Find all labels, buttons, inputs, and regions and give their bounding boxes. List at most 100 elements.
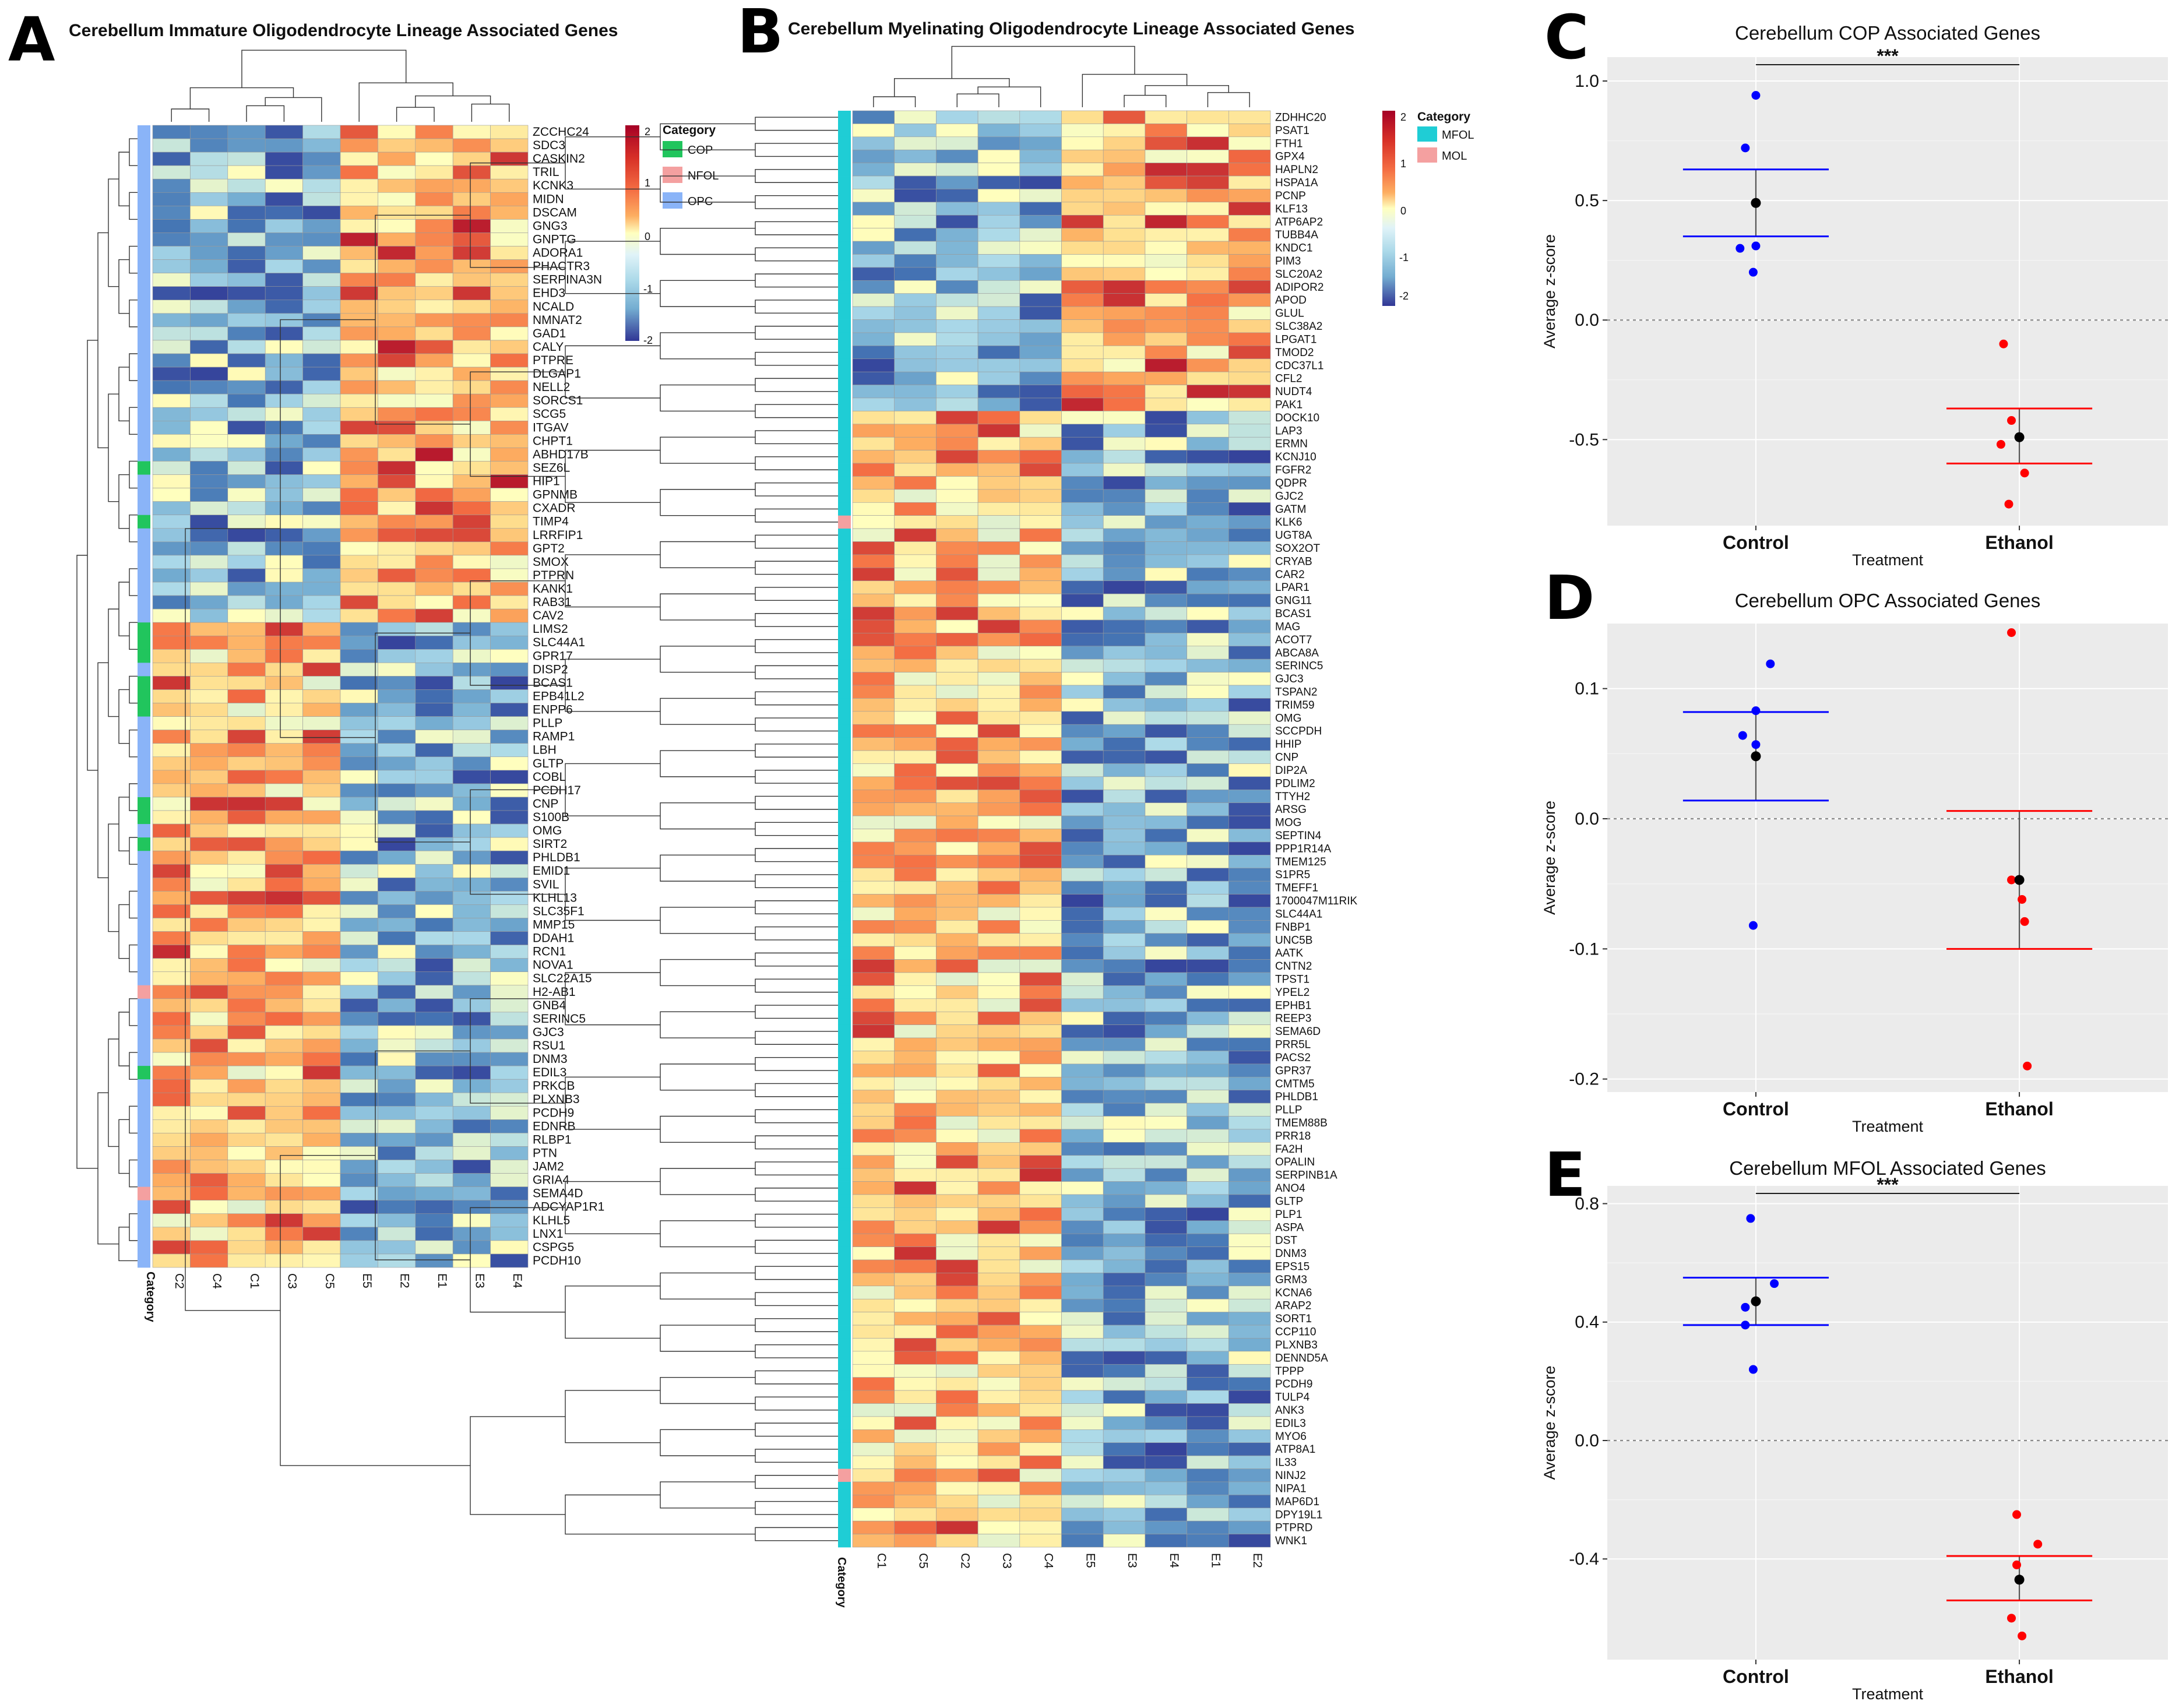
- heatmap-cell: [852, 1051, 895, 1065]
- row-label: SMOX: [533, 555, 569, 569]
- heatmap-cell: [452, 985, 491, 999]
- heatmap-cell: [152, 448, 191, 462]
- heatmap-cell: [1061, 933, 1104, 947]
- heatmap-cell: [415, 877, 453, 892]
- y-tick-label: -0.4: [1569, 1549, 1599, 1569]
- heatmap-cell: [227, 770, 266, 784]
- heatmap-cell: [1187, 724, 1229, 738]
- heatmap-cell: [894, 149, 937, 163]
- heatmap-cell: [1228, 110, 1271, 124]
- heatmap-cell: [415, 649, 453, 663]
- heatmap-cell: [1145, 1024, 1187, 1038]
- heatmap-cell: [265, 273, 303, 287]
- heatmap-cell: [190, 971, 228, 986]
- heatmap-cell: [1228, 1534, 1271, 1548]
- panel-a-legend-title: Category: [663, 124, 716, 137]
- category-cell: [838, 319, 851, 333]
- row-dendrogram-branch: [755, 848, 850, 862]
- heatmap-cell: [340, 219, 378, 233]
- heatmap-cell: [1145, 463, 1187, 477]
- heatmap-cell: [1145, 541, 1187, 555]
- row-dendrogram-branch: [565, 1390, 660, 1443]
- row-dendrogram-branch: [755, 639, 850, 653]
- heatmap-cell: [415, 1038, 453, 1053]
- row-dendrogram-branch: [755, 691, 850, 706]
- heatmap-cell: [490, 1012, 529, 1026]
- heatmap-cell: [1228, 319, 1271, 333]
- heatmap-cell: [490, 206, 529, 220]
- heatmap-cell: [340, 138, 378, 153]
- heatmap-cell: [1061, 672, 1104, 686]
- heatmap-cell: [452, 1025, 491, 1040]
- heatmap-cell: [378, 1012, 416, 1026]
- heatmap-cell: [1103, 385, 1146, 399]
- category-cell: [138, 743, 150, 758]
- heatmap-cell: [894, 724, 937, 738]
- heatmap-cell: [340, 367, 378, 381]
- data-point: [1770, 1279, 1779, 1288]
- heatmap-cell: [1061, 802, 1104, 816]
- heatmap-cell: [452, 864, 491, 878]
- heatmap-cell: [894, 1155, 937, 1169]
- heatmap-cell: [1187, 1520, 1229, 1534]
- heatmap-cell: [1187, 972, 1229, 986]
- heatmap-cell: [1145, 280, 1187, 294]
- heatmap-cell: [1061, 815, 1104, 829]
- heatmap-cell: [190, 233, 228, 246]
- heatmap-cell: [1228, 489, 1271, 503]
- row-label: SLC44A1: [1275, 908, 1322, 920]
- heatmap-cell: [1228, 646, 1271, 660]
- heatmap-cell: [378, 420, 416, 435]
- heatmap-cell: [852, 894, 895, 908]
- category-cell: [838, 554, 851, 568]
- heatmap-cell: [1187, 646, 1229, 660]
- heatmap-cell: [415, 367, 453, 381]
- heatmap-cell: [152, 541, 191, 556]
- heatmap-cell: [936, 646, 978, 660]
- row-label: FGFR2: [1275, 464, 1311, 477]
- heatmap-cell: [1145, 1220, 1187, 1234]
- heatmap-cell: [452, 380, 491, 395]
- heatmap-cell: [936, 319, 978, 333]
- heatmap-cell: [1145, 1273, 1187, 1287]
- heatmap-cell: [1228, 163, 1271, 177]
- heatmap-cell: [452, 743, 491, 758]
- heatmap-cell: [977, 868, 1020, 882]
- heatmap-cell: [190, 864, 228, 878]
- heatmap-cell: [977, 436, 1020, 450]
- heatmap-cell: [852, 411, 895, 425]
- row-label: TMEM88B: [1275, 1117, 1328, 1129]
- heatmap-cell: [1019, 737, 1062, 751]
- heatmap-cell: [302, 1092, 341, 1107]
- heatmap-cell: [894, 1455, 937, 1469]
- heatmap-cell: [936, 1520, 978, 1534]
- row-label: SEZ6L: [533, 461, 570, 474]
- heatmap-cell: [977, 619, 1020, 633]
- heatmap-cell: [1228, 907, 1271, 921]
- heatmap-cell: [1103, 1220, 1146, 1234]
- heatmap-cell: [302, 931, 341, 945]
- heatmap-cell: [1187, 1286, 1229, 1300]
- heatmap-cell: [415, 716, 453, 730]
- heatmap-cell: [852, 1508, 895, 1522]
- heatmap-cell: [152, 622, 191, 636]
- heatmap-cell: [1103, 841, 1146, 855]
- row-dendrogram-branch: [755, 822, 850, 836]
- heatmap-cell: [1103, 1455, 1146, 1469]
- heatmap-cell: [452, 448, 491, 462]
- row-dendrogram-branch: [755, 508, 850, 523]
- heatmap-cell: [378, 192, 416, 206]
- heatmap-cell: [452, 716, 491, 730]
- heatmap-cell: [852, 633, 895, 647]
- category-cell: [838, 1194, 851, 1208]
- heatmap-cell: [936, 711, 978, 725]
- heatmap-cell: [1061, 1220, 1104, 1234]
- category-cell: [838, 1456, 851, 1469]
- category-cell: [138, 1052, 150, 1066]
- row-dendrogram-branch: [755, 221, 850, 235]
- heatmap-cell: [152, 1092, 191, 1107]
- category-cell: [138, 1133, 150, 1147]
- heatmap-cell: [1145, 332, 1187, 346]
- column-dendrogram-branch: [358, 82, 453, 122]
